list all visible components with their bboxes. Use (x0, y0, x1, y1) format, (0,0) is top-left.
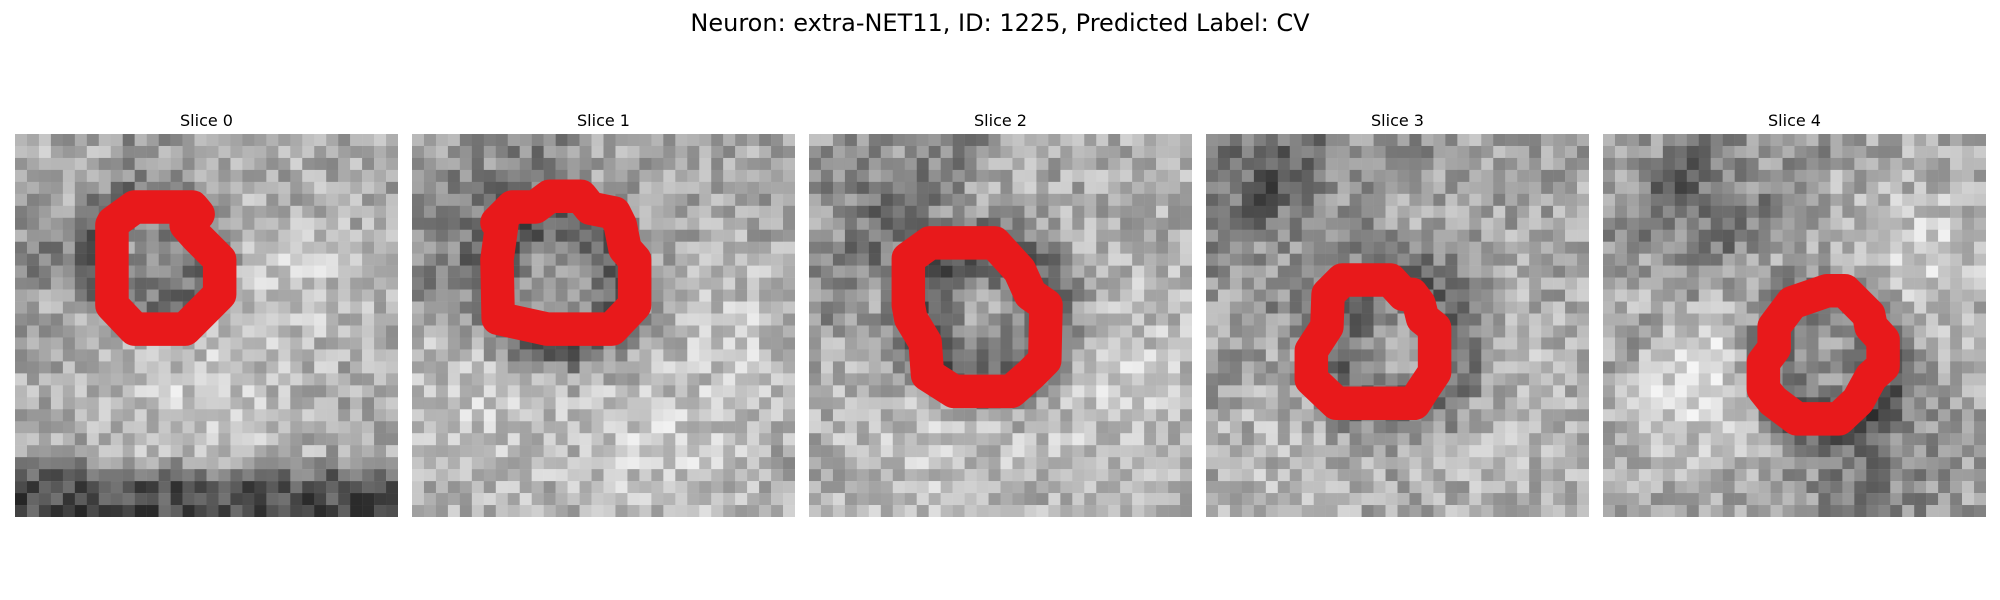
slice-image-3 (1206, 134, 1589, 517)
slice-panel-4: Slice 4 (1603, 104, 1986, 521)
slice-panel-1: Slice 1 (412, 104, 795, 521)
slice-panel-2: Slice 2 (809, 104, 1192, 521)
slice-title-3: Slice 3 (1371, 111, 1424, 130)
slice-title-0: Slice 0 (180, 111, 233, 130)
slice-panel-0: Slice 0 (15, 104, 398, 521)
segmentation-outline-2 (891, 226, 1063, 409)
slice-title-1: Slice 1 (577, 111, 630, 130)
slice-title-4: Slice 4 (1768, 111, 1821, 130)
segmentation-outline-4 (1746, 274, 1900, 436)
segmentation-outline-1 (480, 179, 652, 346)
slice-image-4 (1603, 134, 1986, 517)
segmentation-outline-0 (95, 190, 237, 346)
segmentation-outline-3 (1294, 263, 1452, 421)
slice-image-2 (809, 134, 1192, 517)
slice-image-1 (412, 134, 795, 517)
slice-title-2: Slice 2 (974, 111, 1027, 130)
slice-image-0 (15, 134, 398, 517)
figure-title: Neuron: extra-NET11, ID: 1225, Predicted… (690, 9, 1310, 37)
slice-panel-3: Slice 3 (1206, 104, 1589, 521)
